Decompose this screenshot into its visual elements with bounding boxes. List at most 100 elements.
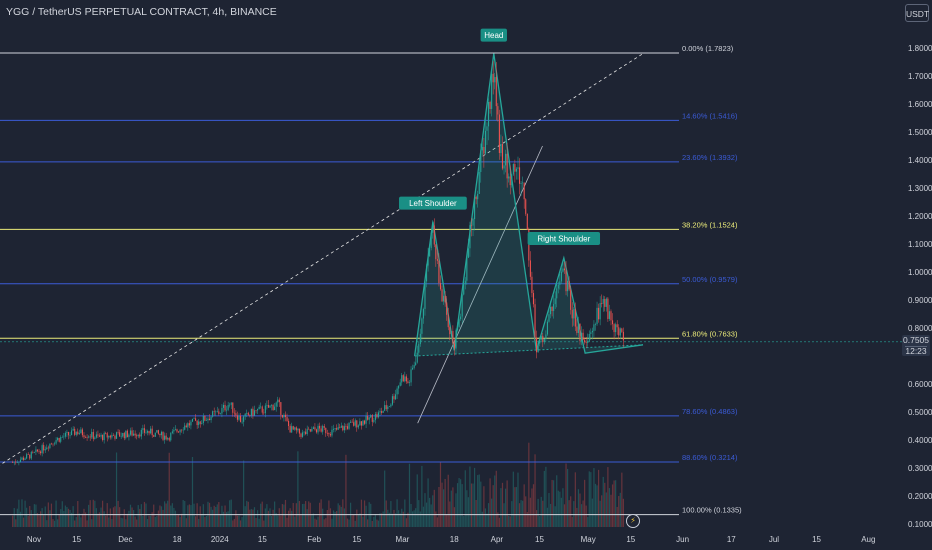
candle-body [455, 330, 457, 349]
candle-body [556, 288, 558, 299]
volume-bar [145, 503, 147, 527]
time-axis: Nov 15 Dec 18 2024 15 Feb 15 Mar 18 Apr 15 May 15 Jun 1… [27, 535, 876, 544]
candle-body [573, 309, 575, 319]
fib-level-label: 88.60% (0.3214) [682, 453, 738, 462]
volume-bar [594, 483, 597, 527]
volume-bar [545, 466, 547, 527]
candle-body [27, 454, 29, 455]
volume-bar [216, 504, 218, 527]
candle-body [143, 428, 145, 433]
volume-bar [456, 483, 459, 527]
lightning-icon[interactable]: ⚡ [626, 514, 640, 528]
volume-bar [584, 479, 586, 527]
volume-bar [101, 500, 104, 527]
candle-body [92, 431, 94, 439]
volume-bar [250, 509, 252, 527]
candle-body [305, 431, 307, 435]
volume-bar [622, 498, 624, 527]
candle-body [196, 420, 198, 426]
candle-body [618, 327, 620, 336]
volume-bar [385, 500, 387, 527]
candle-body [289, 426, 291, 433]
time-tick-label: 2024 [211, 535, 229, 544]
candle-body [356, 420, 358, 428]
candle-body [402, 375, 404, 382]
price-tick-label: 0.2000 [908, 492, 932, 501]
volume-bar [570, 496, 572, 527]
price-tick-label: 1.5000 [908, 128, 932, 137]
volume-bar [339, 505, 341, 527]
volume-bar [373, 516, 375, 527]
volume-bar [599, 500, 601, 527]
volume-bar [331, 518, 333, 527]
candle-body [74, 428, 76, 435]
candle-body [590, 332, 592, 334]
candle-body [128, 434, 130, 438]
volume-bar [311, 515, 313, 527]
candle-body [222, 404, 225, 408]
time-tick-label: 17 [727, 535, 736, 544]
candle-body [427, 256, 429, 266]
candle-body [275, 402, 277, 407]
volume-bar [605, 492, 607, 527]
volume-bar [146, 518, 149, 527]
volume-bar [55, 500, 57, 527]
candle-body [424, 281, 426, 309]
candle-body [301, 432, 304, 437]
candle-body [77, 431, 79, 435]
pattern-annotation-box [480, 28, 507, 42]
candle-body [129, 430, 132, 435]
candle-body [463, 284, 465, 295]
time-tick-label: Nov [27, 535, 41, 544]
volume-bar [185, 518, 187, 527]
candle-body [108, 435, 110, 438]
candle-body [339, 427, 341, 428]
volume-bar [15, 519, 17, 527]
volume-bar [205, 515, 208, 527]
volume-bar [399, 513, 401, 527]
candle-body [537, 343, 539, 353]
candle-body [466, 257, 468, 281]
time-tick-label: Dec [118, 535, 132, 544]
currency-button[interactable]: USDT [905, 4, 929, 22]
volume-bar [129, 504, 132, 527]
volume-bar [565, 463, 567, 527]
candle-body [150, 428, 152, 434]
candle-body [523, 182, 525, 200]
volume-bar [336, 510, 338, 527]
volume-bar [484, 508, 487, 527]
volume-bar [467, 497, 469, 527]
time-tick-label: Feb [307, 535, 321, 544]
candle-body [145, 432, 147, 434]
volume-bar [608, 488, 611, 527]
volume-bar [348, 519, 350, 527]
volume-bar [447, 474, 449, 527]
volume-bar [436, 517, 438, 527]
candle-body [350, 421, 352, 423]
volume-bar [613, 480, 615, 527]
volume-bar [29, 506, 31, 527]
volume-bar [463, 516, 465, 527]
volume-bar [337, 503, 339, 527]
candle-body [489, 101, 491, 109]
candle-body [413, 365, 415, 368]
volume-bar [303, 503, 305, 527]
volume-bar [430, 504, 432, 527]
candle-body [115, 432, 118, 439]
candle-body [432, 225, 434, 233]
volume-bar [439, 461, 442, 527]
candle-body [439, 283, 442, 290]
candle-body [187, 423, 189, 428]
volume-bar [179, 517, 181, 527]
volume-bar [531, 488, 533, 527]
candle-body [170, 433, 172, 441]
candle-body [446, 302, 448, 315]
candle-body [106, 433, 108, 438]
volume-bar [517, 472, 519, 527]
volume-bar [24, 500, 26, 527]
candle-body [390, 404, 392, 407]
volume-bar [332, 510, 335, 527]
chart-title: YGG / TetherUS PERPETUAL CONTRACT, 4h, B… [6, 6, 277, 18]
volume-bar [243, 460, 245, 527]
